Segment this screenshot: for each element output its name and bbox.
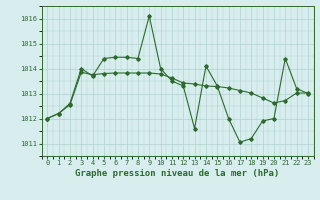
X-axis label: Graphe pression niveau de la mer (hPa): Graphe pression niveau de la mer (hPa) [76, 169, 280, 178]
